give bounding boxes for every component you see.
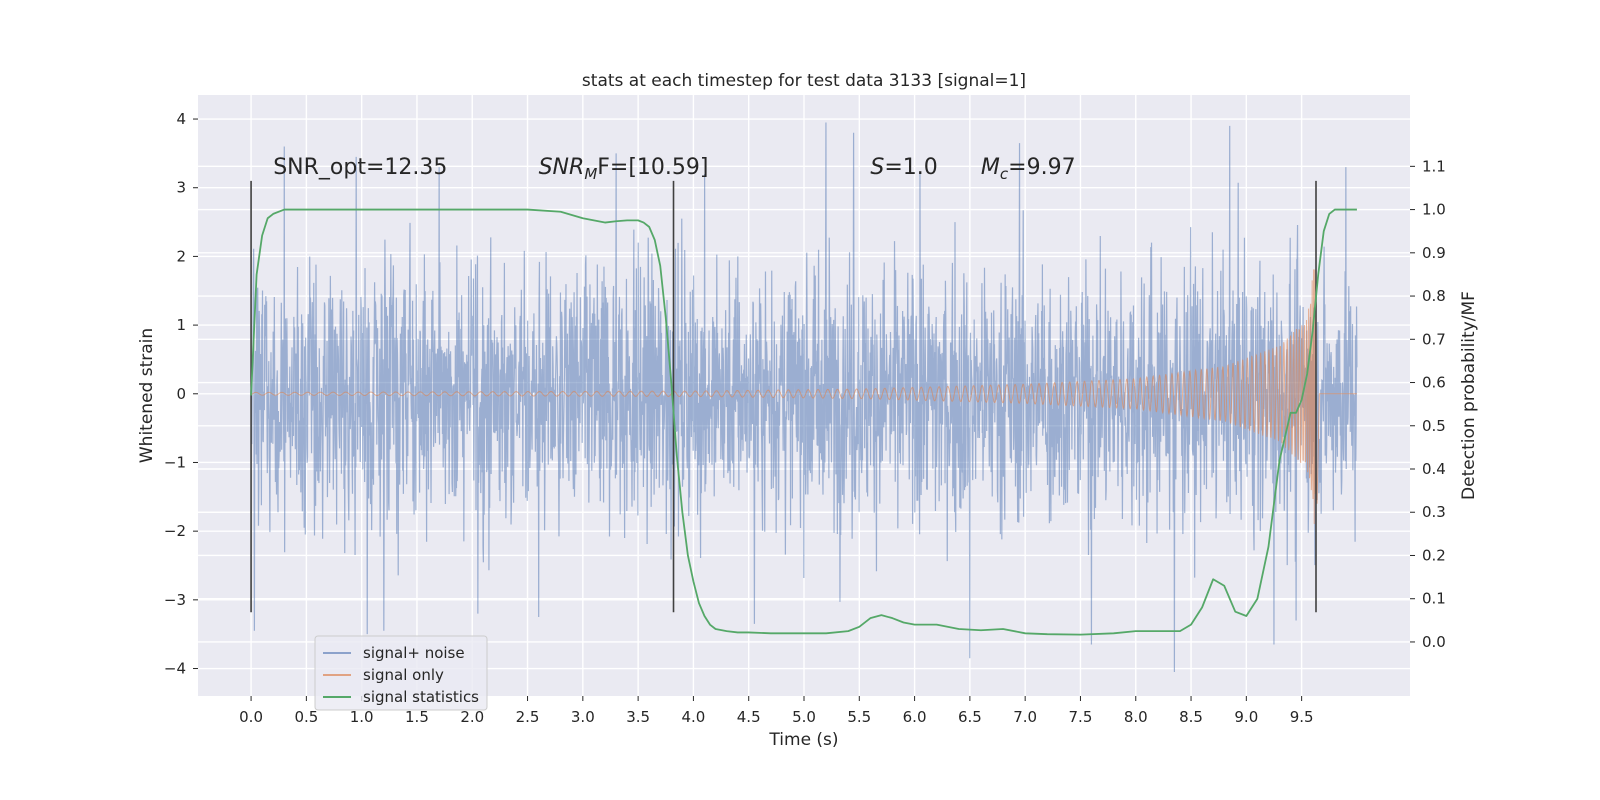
legend-box [314, 635, 488, 711]
annotation-main: M [981, 155, 1000, 180]
y2-tick-label: 0.5 [1422, 417, 1446, 435]
x-tick-label: 5.0 [792, 708, 816, 726]
y2-tick-label: 0.7 [1422, 330, 1446, 348]
y2-axis-label: Detection probability/MF [1459, 291, 1479, 500]
x-tick-label: 0.0 [239, 708, 263, 726]
signal-noise-series [250, 122, 1358, 672]
y2-tick-label: 0.2 [1422, 546, 1446, 564]
annotation-tail: =9.97 [1008, 155, 1075, 180]
y2-tick-label: 1.0 [1422, 201, 1446, 219]
y-axis-ticks: −4 −3 −2 −1 0 1 2 3 4 [164, 110, 198, 678]
annotation-main: SNR_opt=12.35 [273, 155, 447, 180]
x-tick-label: 6.0 [903, 708, 927, 726]
y2-tick-label: 0.9 [1422, 244, 1446, 262]
signal-only-series [250, 269, 1357, 524]
y-tick-label: 0 [176, 385, 186, 403]
y-axis-label: Whitened strain [137, 328, 157, 463]
y2-tick-label: 0.4 [1422, 460, 1446, 478]
legend-label-signal-noise: signal+ noise [363, 644, 465, 662]
x-axis-ticks: 0.0 0.5 1.0 1.5 2.0 2.5 3.0 3.5 4.0 4.5 5.0 5.5 6.0 6… [239, 696, 1314, 726]
annotation-3: Mc=9.97 [981, 155, 1076, 183]
x-tick-label: 2.0 [460, 708, 484, 726]
event-markers [250, 180, 1317, 613]
annotation-2: S=1.0 [870, 155, 937, 180]
y-tick-label: 1 [176, 316, 186, 334]
signal-only-line [250, 269, 1357, 524]
x-tick-label: 9.5 [1290, 708, 1314, 726]
x-tick-label: 1.0 [350, 708, 374, 726]
y2-tick-label: 0.0 [1422, 633, 1446, 651]
signal-statistics-series [250, 208, 1357, 636]
x-tick-label: 5.5 [847, 708, 871, 726]
x-tick-label: 7.0 [1013, 708, 1037, 726]
y2-tick-label: 0.6 [1422, 374, 1446, 392]
x-tick-label: 3.5 [626, 708, 650, 726]
chart-title: stats at each timestep for test data 313… [582, 71, 1026, 91]
x-tick-label: 2.5 [516, 708, 540, 726]
signal-noise-line [250, 122, 1358, 672]
x-tick-label: 7.5 [1069, 708, 1093, 726]
x-tick-label: 9.0 [1234, 708, 1258, 726]
annotation-1: SNRMF=[10.59] [539, 155, 709, 183]
annotation-0: SNR_opt=12.35 [273, 155, 447, 180]
y2-tick-label: 1.1 [1422, 157, 1446, 175]
y-tick-label: −4 [164, 660, 186, 678]
x-tick-label: 1.5 [405, 708, 429, 726]
signal-statistics-line [250, 208, 1357, 636]
annotation-main: SNR [539, 155, 585, 180]
y-tick-label: 3 [176, 179, 186, 197]
x-tick-label: 8.5 [1179, 708, 1203, 726]
y-tick-label: −3 [164, 591, 186, 609]
annotation-subscript: c [1000, 165, 1009, 183]
annotations: SNR_opt=12.35 SNRMF=[10.59] S=1.0 Mc=9.97 [273, 155, 1075, 183]
x-tick-label: 8.0 [1124, 708, 1148, 726]
y-tick-label: 4 [176, 110, 186, 128]
legend-label-signal-only: signal only [363, 666, 444, 684]
annotation-main: S [870, 155, 884, 180]
x-tick-label: 4.5 [737, 708, 761, 726]
y2-tick-label: 0.8 [1422, 287, 1446, 305]
y2-tick-label: 0.3 [1422, 503, 1446, 521]
x-tick-label: 6.5 [958, 708, 982, 726]
annotation-tail: =1.0 [884, 155, 937, 180]
y2-axis-ticks: 0.0 0.1 0.2 0.3 0.4 0.5 0.6 0.7 0.8 0.9 1.0 1.1 [1410, 157, 1446, 651]
y-tick-label: −1 [164, 453, 186, 471]
y2-tick-label: 0.1 [1422, 590, 1446, 608]
x-tick-label: 4.0 [681, 708, 705, 726]
x-tick-label: 0.5 [294, 708, 318, 726]
legend: signal+ noise signal only signal statist… [314, 635, 488, 711]
y-tick-label: −2 [164, 522, 186, 540]
legend-label-signal-statistics: signal statistics [363, 688, 479, 706]
x-tick-label: 3.0 [571, 708, 595, 726]
x-axis-label: Time (s) [768, 730, 838, 750]
annotation-subscript: M [584, 165, 597, 183]
annotation-tail: F=[10.59] [597, 155, 708, 180]
y-tick-label: 2 [176, 247, 186, 265]
